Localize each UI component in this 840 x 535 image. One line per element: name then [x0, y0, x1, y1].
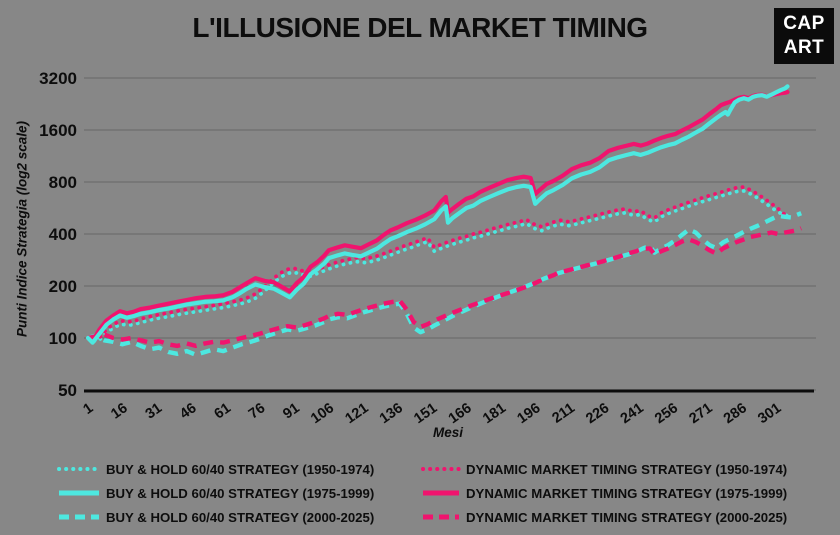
x-tick-label: 76 — [246, 400, 268, 422]
chart-title: L'ILLUSIONE DEL MARKET TIMING — [192, 12, 648, 43]
series-line — [85, 84, 790, 345]
x-tick-label: 151 — [411, 400, 440, 427]
legend-label: DYNAMIC MARKET TIMING STRATEGY (1950-197… — [466, 461, 788, 477]
legend-swatch — [59, 490, 99, 496]
series-line — [86, 189, 790, 344]
legend-swatch — [59, 514, 99, 520]
cap-art-logo: CAP ART — [774, 8, 834, 64]
x-tick-label: 241 — [618, 400, 647, 427]
legend-item: BUY & HOLD 60/40 STRATEGY (2000-2025) — [57, 509, 374, 525]
series-line — [87, 211, 803, 357]
legend-swatch — [421, 467, 461, 471]
legend-item: DYNAMIC MARKET TIMING STRATEGY (1975-199… — [421, 485, 787, 501]
legend-label: DYNAMIC MARKET TIMING STRATEGY (2000-202… — [466, 509, 788, 525]
x-tick-label: 256 — [652, 400, 681, 427]
legend-label: DYNAMIC MARKET TIMING STRATEGY (1975-199… — [466, 485, 788, 501]
x-axis-title: Mesi — [432, 425, 464, 440]
y-tick-label: 3200 — [39, 69, 77, 88]
x-tick-label: 286 — [721, 400, 750, 427]
x-tick-label: 46 — [177, 400, 199, 422]
legend-item: BUY & HOLD 60/40 STRATEGY (1975-1999) — [57, 485, 374, 501]
y-tick-label: 800 — [49, 173, 77, 192]
x-tick-label: 16 — [108, 400, 130, 422]
x-tick-label: 196 — [514, 400, 543, 427]
x-tick-label: 301 — [755, 400, 784, 427]
x-tick-label: 166 — [446, 400, 475, 427]
legend-item: DYNAMIC MARKET TIMING STRATEGY (2000-202… — [421, 509, 787, 525]
x-tick-label: 136 — [377, 400, 406, 427]
legend-swatch — [423, 490, 459, 496]
legend-label: BUY & HOLD 60/40 STRATEGY (1975-1999) — [106, 485, 375, 501]
y-tick-label: 400 — [49, 225, 77, 244]
legend-swatch — [423, 514, 459, 520]
x-tick-label: 91 — [280, 400, 302, 422]
logo-line-art: ART — [783, 37, 825, 58]
legend-item: DYNAMIC MARKET TIMING STRATEGY (1950-197… — [421, 461, 787, 477]
legend-swatch — [57, 467, 101, 471]
legend-label: BUY & HOLD 60/40 STRATEGY (2000-2025) — [106, 509, 375, 525]
legend-item: BUY & HOLD 60/40 STRATEGY (1950-1974) — [57, 461, 374, 477]
y-tick-label: 50 — [58, 381, 77, 400]
x-tick-label: 61 — [211, 400, 233, 422]
y-tick-label: 100 — [49, 329, 77, 348]
x-tick-label: 181 — [480, 400, 509, 427]
x-tick-label: 226 — [583, 400, 612, 427]
x-tick-label: 211 — [550, 400, 578, 427]
logo-line-cap: CAP — [783, 13, 825, 35]
x-tick-label: 31 — [143, 400, 165, 422]
y-tick-label: 200 — [49, 277, 77, 296]
x-tick-label: 271 — [686, 400, 715, 427]
x-tick-label: 1 — [80, 400, 96, 418]
y-tick-label: 1600 — [39, 121, 77, 140]
x-tick-label: 106 — [308, 400, 337, 427]
series-line — [87, 226, 803, 349]
series-line — [86, 185, 790, 343]
x-tick-label: 121 — [342, 400, 371, 427]
series-line — [85, 89, 790, 344]
legend-label: BUY & HOLD 60/40 STRATEGY (1950-1974) — [106, 461, 375, 477]
